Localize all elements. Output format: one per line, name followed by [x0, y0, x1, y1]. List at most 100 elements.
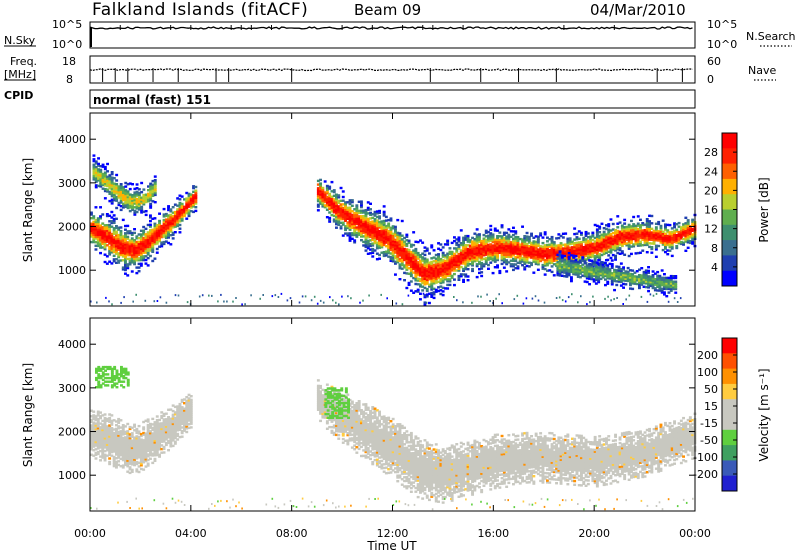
- power-cell: [484, 231, 488, 234]
- power-cell: [119, 194, 123, 197]
- power-cell: [103, 260, 107, 264]
- power-cell: [464, 275, 468, 278]
- power-cell: [407, 250, 411, 253]
- power-cell: [652, 294, 655, 297]
- power-cell: [643, 240, 647, 243]
- power-cell: [189, 210, 193, 213]
- power-cell: [638, 268, 641, 271]
- power-cell: [173, 218, 177, 221]
- power-cell: [164, 212, 168, 216]
- power-cell: [639, 224, 642, 227]
- power-cell: [335, 210, 338, 213]
- velocity-cell: [108, 426, 112, 429]
- power-cell: [567, 263, 571, 266]
- power-cell: [432, 271, 436, 274]
- power-cell: [614, 238, 617, 241]
- power-cell: [115, 199, 119, 202]
- power-cell: [115, 241, 118, 244]
- power-cell: [97, 170, 100, 173]
- power-cell: [639, 235, 642, 238]
- velocity-cell: [142, 426, 146, 429]
- power-cell: [607, 235, 611, 239]
- power-cell: [669, 289, 673, 292]
- velocity-cell: [133, 436, 136, 439]
- power-cell: [589, 244, 592, 248]
- power-cell: [536, 239, 540, 242]
- velocity-cell: [173, 420, 177, 423]
- power-cell: [522, 302, 525, 305]
- power-cell: [525, 237, 529, 240]
- power-cell: [496, 257, 499, 260]
- power-cell: [475, 241, 479, 244]
- power-cell: [611, 222, 615, 226]
- power-cell: [616, 248, 620, 251]
- power-cell: [350, 204, 354, 207]
- power-cell: [583, 269, 587, 272]
- power-cell: [401, 303, 404, 306]
- power-cell: [180, 219, 184, 222]
- velocity-cell: [96, 443, 100, 446]
- velocity-cell: [101, 450, 105, 454]
- power-cell: [119, 183, 123, 186]
- power-cell: [487, 258, 490, 261]
- power-cell: [655, 292, 658, 295]
- power-cell: [94, 233, 98, 236]
- power-cell: [96, 226, 100, 229]
- power-cell: [589, 248, 592, 251]
- power-cell: [164, 214, 168, 218]
- power-cell: [178, 201, 182, 205]
- velocity-cell: [142, 431, 146, 435]
- power-cell: [595, 250, 599, 253]
- velocity-cell: [155, 424, 159, 427]
- power-cell: [645, 227, 649, 230]
- power-cell: [348, 224, 352, 228]
- power-cell: [536, 259, 540, 262]
- power-cell: [414, 249, 418, 253]
- power-cell: [498, 249, 502, 253]
- power-cell: [423, 259, 427, 262]
- power-cell: [512, 248, 515, 251]
- power-cell: [398, 241, 402, 244]
- power-cell: [514, 237, 518, 241]
- power-cell: [670, 236, 674, 239]
- velocity-cell: [103, 426, 107, 429]
- power-cell: [595, 243, 599, 246]
- power-cell: [550, 261, 554, 264]
- power-cell: [353, 208, 357, 211]
- power-cell: [419, 274, 422, 277]
- power-cell: [523, 242, 527, 245]
- power-cell: [534, 260, 538, 264]
- power-cell: [350, 215, 354, 218]
- velocity-cell: [158, 427, 161, 431]
- power-cell: [605, 240, 608, 243]
- power-cell: [92, 154, 96, 157]
- power-cell: [133, 262, 136, 266]
- power-cell: [416, 272, 420, 275]
- power-cell: [235, 297, 237, 299]
- power-cell: [505, 261, 509, 264]
- power-cell: [375, 223, 379, 226]
- power-cell: [652, 242, 656, 245]
- power-cell: [132, 300, 134, 303]
- power-cell: [588, 272, 591, 275]
- power-cell: [144, 233, 148, 236]
- power-cell: [527, 241, 531, 244]
- power-cell: [94, 178, 98, 182]
- power-cell: [607, 295, 609, 298]
- power-cell: [364, 242, 368, 245]
- power-cell: [124, 194, 128, 197]
- power-cell: [346, 232, 350, 235]
- power-cell: [565, 271, 569, 275]
- power-cell: [103, 227, 107, 231]
- velocity-cell: [160, 431, 164, 434]
- power-cell: [670, 240, 674, 243]
- power-cell: [448, 272, 452, 276]
- power-cell: [663, 293, 666, 296]
- power-cell: [371, 238, 375, 242]
- power-cell: [648, 220, 651, 223]
- power-cell: [593, 258, 597, 262]
- power-cell: [416, 262, 420, 266]
- power-cell: [536, 235, 540, 238]
- velocity-cell: [144, 441, 148, 444]
- power-cell: [546, 243, 549, 247]
